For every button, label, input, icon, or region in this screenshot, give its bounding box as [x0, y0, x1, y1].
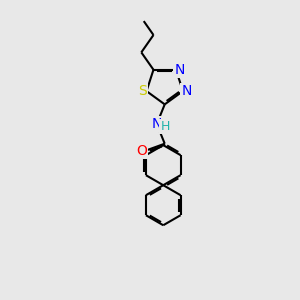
- Text: S: S: [138, 84, 147, 98]
- Text: O: O: [136, 143, 147, 158]
- Text: N: N: [181, 84, 192, 98]
- Text: N: N: [152, 117, 162, 131]
- Text: H: H: [160, 121, 170, 134]
- Text: N: N: [174, 63, 185, 77]
